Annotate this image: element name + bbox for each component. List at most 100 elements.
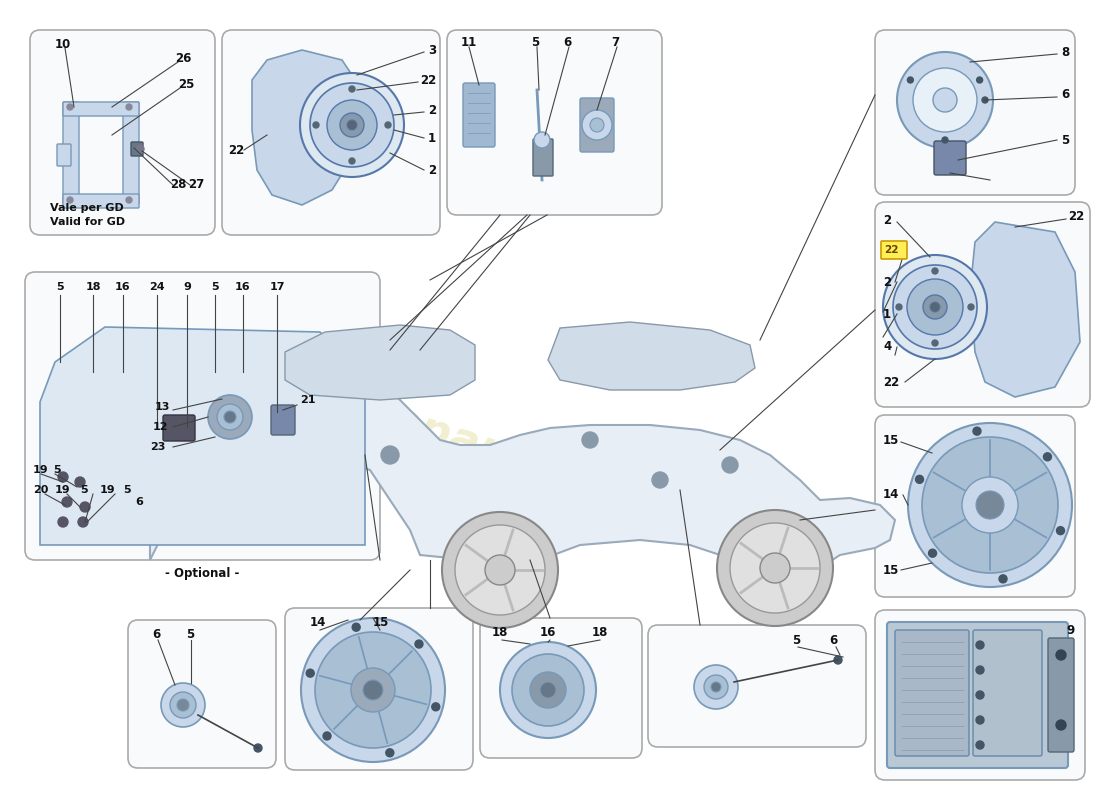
Text: 6: 6	[829, 634, 837, 646]
Circle shape	[208, 395, 252, 439]
FancyBboxPatch shape	[63, 102, 79, 204]
Text: 27: 27	[188, 178, 205, 191]
Circle shape	[704, 675, 728, 699]
Text: 18: 18	[492, 626, 508, 639]
Circle shape	[908, 279, 962, 335]
Text: 3: 3	[428, 43, 436, 57]
Circle shape	[977, 77, 982, 83]
Text: 9: 9	[183, 282, 191, 292]
Text: 6: 6	[563, 37, 571, 50]
Text: 2: 2	[883, 275, 891, 289]
Text: 5: 5	[1060, 134, 1069, 146]
Circle shape	[327, 100, 377, 150]
Circle shape	[512, 654, 584, 726]
FancyBboxPatch shape	[271, 405, 295, 435]
Circle shape	[306, 669, 315, 677]
Circle shape	[976, 666, 984, 674]
Text: epartsland: epartsland	[385, 398, 656, 522]
FancyBboxPatch shape	[895, 630, 969, 756]
Circle shape	[363, 680, 383, 700]
Text: 20: 20	[33, 485, 48, 495]
Circle shape	[932, 268, 938, 274]
FancyBboxPatch shape	[648, 625, 866, 747]
FancyBboxPatch shape	[63, 102, 139, 116]
Text: 18: 18	[86, 282, 101, 292]
Circle shape	[1056, 526, 1065, 534]
Circle shape	[455, 525, 544, 615]
Text: 6: 6	[135, 497, 143, 507]
Circle shape	[381, 446, 399, 464]
FancyBboxPatch shape	[128, 620, 276, 768]
Circle shape	[590, 118, 604, 132]
Text: 5: 5	[56, 282, 64, 292]
Text: 5: 5	[211, 282, 219, 292]
Text: 18: 18	[592, 626, 608, 639]
Text: 5: 5	[531, 37, 539, 50]
Text: 22: 22	[883, 375, 900, 389]
Circle shape	[170, 692, 196, 718]
Polygon shape	[970, 222, 1080, 397]
Circle shape	[217, 404, 243, 430]
Text: 22: 22	[884, 245, 899, 255]
FancyBboxPatch shape	[222, 30, 440, 235]
Circle shape	[968, 304, 974, 310]
Circle shape	[730, 523, 820, 613]
FancyBboxPatch shape	[463, 83, 495, 147]
Circle shape	[62, 497, 72, 507]
FancyBboxPatch shape	[1048, 638, 1074, 752]
Circle shape	[67, 104, 73, 110]
Polygon shape	[40, 327, 365, 545]
Text: 5: 5	[80, 485, 88, 495]
Circle shape	[652, 472, 668, 488]
Text: 1: 1	[883, 307, 891, 321]
Polygon shape	[285, 325, 475, 400]
Text: 17: 17	[270, 282, 285, 292]
Circle shape	[942, 137, 948, 143]
Circle shape	[908, 423, 1072, 587]
Circle shape	[932, 340, 938, 346]
Text: 22: 22	[228, 143, 244, 157]
Circle shape	[126, 104, 132, 110]
Text: 25: 25	[178, 78, 195, 91]
Circle shape	[976, 691, 984, 699]
Circle shape	[982, 97, 988, 103]
FancyBboxPatch shape	[480, 618, 642, 758]
Text: 7: 7	[610, 37, 619, 50]
Circle shape	[80, 502, 90, 512]
Text: 5: 5	[123, 485, 131, 495]
Text: 14: 14	[883, 489, 900, 502]
Circle shape	[67, 197, 73, 203]
Text: 15: 15	[883, 563, 900, 577]
Text: 5: 5	[792, 634, 800, 646]
Circle shape	[385, 122, 390, 128]
Circle shape	[386, 749, 394, 757]
Circle shape	[485, 555, 515, 585]
FancyBboxPatch shape	[534, 139, 553, 176]
Circle shape	[933, 88, 957, 112]
Text: 15: 15	[373, 617, 389, 630]
Circle shape	[694, 665, 738, 709]
Circle shape	[315, 632, 431, 748]
Circle shape	[136, 145, 144, 153]
Text: 23: 23	[150, 442, 165, 452]
FancyBboxPatch shape	[874, 30, 1075, 195]
Text: 1085: 1085	[507, 478, 613, 542]
FancyBboxPatch shape	[934, 141, 966, 175]
Circle shape	[500, 642, 596, 738]
Circle shape	[432, 703, 440, 711]
FancyBboxPatch shape	[881, 241, 907, 259]
Circle shape	[908, 77, 913, 83]
Circle shape	[349, 158, 355, 164]
Circle shape	[530, 672, 566, 708]
Text: 15: 15	[883, 434, 900, 446]
Circle shape	[582, 432, 598, 448]
Circle shape	[177, 699, 189, 711]
Text: 16: 16	[540, 626, 557, 639]
Text: 19: 19	[100, 485, 116, 495]
Text: 6: 6	[1060, 89, 1069, 102]
Circle shape	[351, 668, 395, 712]
Polygon shape	[252, 50, 362, 205]
FancyBboxPatch shape	[447, 30, 662, 215]
Circle shape	[224, 411, 236, 423]
Circle shape	[161, 683, 205, 727]
